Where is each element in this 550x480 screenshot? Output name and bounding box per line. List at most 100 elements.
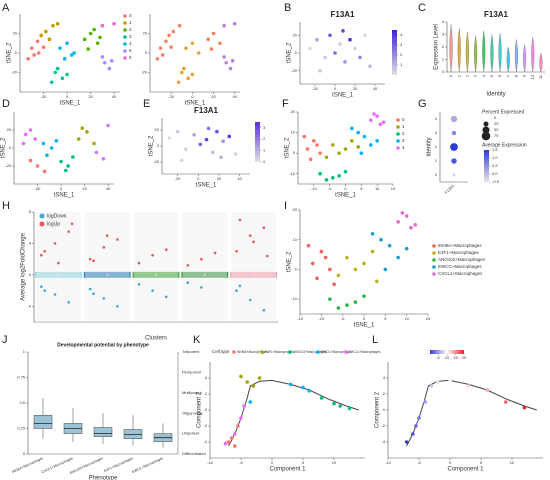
point [224,60,229,65]
y-tick-label: -20 [141,70,148,75]
point [331,143,335,147]
legend-label: INHBA+Macrophages [237,350,268,354]
point [318,171,322,176]
legend-swatch [396,146,400,150]
point [51,23,55,28]
point [43,249,47,253]
legend-title: Percent Expressed [482,109,524,115]
y-tick-label: 1 [23,349,26,354]
legend-title: Average Expression [482,142,527,148]
cluster-bg [182,212,228,322]
panel-letter: I [284,200,287,212]
point [210,150,215,155]
point [57,261,60,265]
point [235,289,238,292]
y-tick-label: 0 [383,407,386,412]
point [209,47,214,51]
point [179,70,184,75]
legend-label: E4F1+Macrophages [438,250,479,255]
x-axis-label: tSNE_1 [60,101,81,107]
y-axis-label: tSNE_2 [149,135,155,156]
point [348,37,352,42]
point [333,51,337,55]
legend-label: 4 [129,41,132,46]
point [23,132,28,137]
point [88,287,92,291]
x-tick-label: 0 [271,460,274,465]
point [383,267,388,272]
y-tick-label: 4 [383,375,386,380]
legend-label: INHBA+Macrophages [438,243,482,248]
legend-swatch [123,56,127,60]
point [302,134,307,139]
point [62,57,67,61]
point [67,301,70,304]
legend-label: CXCL1+Macrophages [438,271,483,276]
point [164,39,168,44]
point [21,141,26,146]
point [47,37,52,42]
x-tick-label: INHBA+Macrophages [11,456,44,474]
panel-letter: K [193,334,201,346]
x-tick-label: -5 [341,316,345,321]
axes [161,118,250,175]
x-tick-label: 0 [363,316,366,321]
point [350,126,354,131]
point [370,231,375,236]
y-tick-label: -4 [381,439,385,444]
x-tick-label: -10 [207,460,214,465]
point [200,257,203,261]
point [485,388,490,392]
point [95,41,100,46]
legend-swatch [288,350,292,354]
x-tick-label: 40 [112,94,117,99]
colorbar-label: 1.0 [492,155,498,160]
box [123,429,143,439]
legend-label: 0 [494,115,497,120]
point [417,416,421,420]
point [137,282,141,286]
right-label: Oligopotent [182,410,203,415]
point [41,45,46,49]
y-tick-label: 2 [435,144,438,149]
point [238,218,242,222]
point [308,46,312,51]
point [69,53,74,57]
point [116,238,119,241]
legend-label: 50 [494,127,499,132]
point [375,279,379,284]
point [323,255,328,260]
x-tick-label: 0 [448,74,453,77]
point [315,37,319,42]
point [319,396,324,400]
colorbar-label: 1.5 [492,147,498,152]
point [107,66,112,71]
y-axis-label: Component 2 [375,391,381,428]
trajectory-line [406,379,537,447]
axes [209,362,365,459]
colorbar [392,30,397,75]
point [186,76,190,81]
point [265,254,269,258]
point [504,400,508,404]
x-tick-label: F13A1 [444,182,456,194]
point [85,130,89,134]
y-tick-label: 3 [435,130,438,135]
point [196,51,201,55]
point [239,416,243,420]
y-tick-label: 0 [295,50,298,55]
point [238,284,242,288]
point [186,264,190,267]
point [29,46,34,50]
point [215,129,219,134]
point [369,118,373,123]
y-axis-label: tSNE_2 [7,42,13,63]
point [86,47,91,51]
x-tick-label: 0 [66,94,69,99]
point [315,143,319,147]
point [233,432,237,436]
y-tick-label: -10 [289,171,296,176]
y-tick-label: 0 [435,172,438,177]
legend-swatch [316,350,320,354]
point [332,282,336,287]
